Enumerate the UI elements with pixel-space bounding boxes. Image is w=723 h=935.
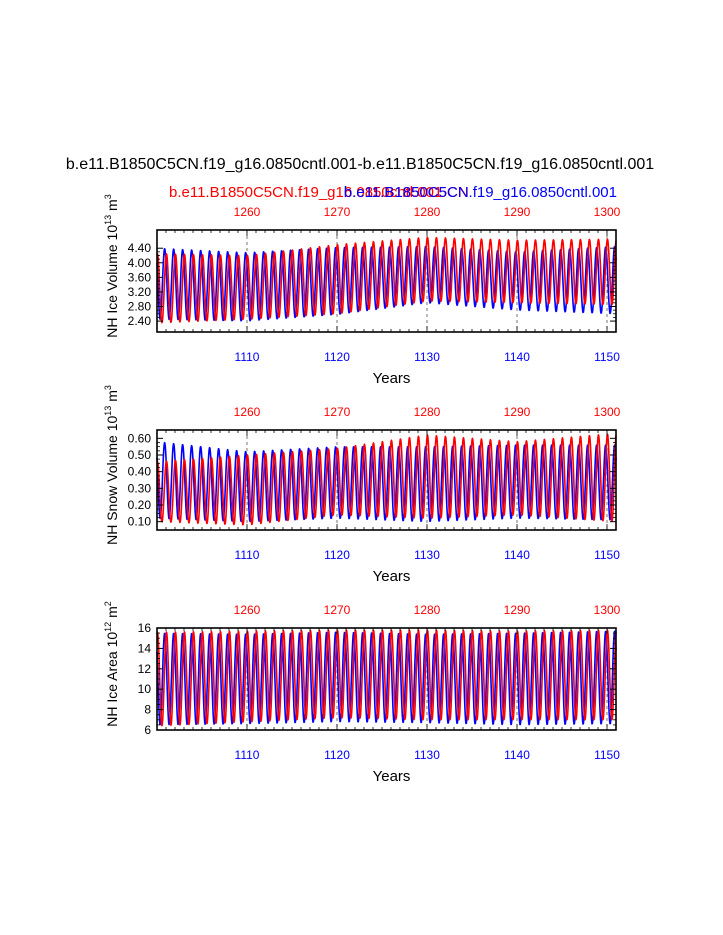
y-tick-label: 0.60 — [128, 431, 152, 445]
x-tick-label-bottom: 1110 — [235, 748, 260, 762]
chart-panels: 2.402.803.203.604.004.40 1110 1120 1130 1140… — [103, 194, 621, 785]
x-tick-label-top: 1270 — [324, 405, 351, 419]
y-label-unit-exponent: 2 — [103, 601, 113, 606]
y-label-unit: m — [104, 390, 120, 406]
y-label-exponent: 13 — [103, 406, 113, 416]
x-tick-label-top: 1260 — [234, 603, 261, 617]
x-tick-label-bottom: 1120 — [324, 748, 350, 762]
x-tick-label-bottom: 1150 — [594, 748, 620, 762]
x-tick-label-bottom: 1120 — [324, 350, 350, 364]
y-tick-label: 0.40 — [128, 465, 152, 479]
series-line-case1 — [156, 629, 617, 727]
y-tick-label: 3.60 — [128, 270, 152, 284]
x-tick-label-top: 1300 — [594, 205, 621, 219]
x-tick-label-top: 1290 — [504, 205, 531, 219]
x-tick-label-bottom: 1130 — [414, 548, 440, 562]
y-tick-label: 2.40 — [128, 314, 152, 328]
x-tick-label-bottom: 1150 — [594, 350, 620, 364]
series-line-case1 — [156, 236, 617, 324]
legend-case1-label: b.e11.B1850C5CN.f19_g16.0850cntl.001 — [169, 184, 442, 201]
y-tick-label: 4.00 — [128, 256, 152, 270]
x-tick-label-top: 1300 — [594, 603, 621, 617]
x-tick-label-top: 1260 — [234, 205, 261, 219]
y-label-unit: m — [104, 606, 120, 622]
main-title: b.e11.B1850C5CN.f19_g16.0850cntl.001-b.e… — [66, 156, 654, 173]
x-tick-label-top: 1280 — [414, 405, 441, 419]
y-tick-label: 0.20 — [128, 498, 152, 512]
y-tick-label: 6 — [144, 723, 151, 737]
x-tick-label-bottom: 1110 — [235, 548, 260, 562]
y-tick-label: 2.80 — [128, 300, 152, 314]
x-tick-label-bottom: 1130 — [414, 350, 440, 364]
x-axis-label: Years — [373, 768, 411, 785]
y-label-unit: m — [104, 199, 120, 215]
y-tick-label: 8 — [144, 703, 151, 717]
y-axis-label: NH Ice Volume 1013 m3 — [103, 194, 120, 337]
x-tick-label-top: 1270 — [324, 205, 351, 219]
y-label-exponent: 12 — [103, 622, 113, 632]
y-label-text: NH Snow Volume 10 — [104, 415, 120, 544]
x-axis-label: Years — [373, 568, 411, 585]
legend-overlap-label: b.e11.B1850C5CN — [344, 184, 469, 201]
y-tick-label: 4.40 — [128, 241, 152, 255]
x-axis-label: Years — [373, 370, 411, 387]
y-tick-label: 12 — [138, 662, 152, 676]
x-tick-label-top: 1260 — [234, 405, 261, 419]
y-tick-label: 3.20 — [128, 285, 152, 299]
x-tick-label-bottom: 1140 — [504, 748, 530, 762]
x-tick-label-bottom: 1120 — [324, 548, 350, 562]
x-tick-label-top: 1280 — [414, 603, 441, 617]
y-tick-label: 0.30 — [128, 481, 152, 495]
y-axis-label: NH Snow Volume 1013 m3 — [103, 385, 120, 545]
y-label-unit-exponent: 3 — [103, 194, 113, 199]
y-tick-label: 0.10 — [128, 515, 152, 529]
x-tick-label-bottom: 1140 — [504, 548, 530, 562]
chart-panel-nh-ice-volume: 2.402.803.203.604.004.40 1110 1120 1130 1140… — [103, 194, 621, 387]
x-tick-label-top: 1280 — [414, 205, 441, 219]
x-tick-label-top: 1290 — [504, 405, 531, 419]
y-tick-label: 14 — [138, 641, 152, 655]
y-label-text: NH Ice Area 10 — [104, 632, 120, 727]
chart-panel-nh-ice-area: 6 8 10 12 14 16 1110 1120 1130 1140 1150 1260 1270 12… — [103, 601, 621, 785]
x-tick-label-top: 1290 — [504, 603, 531, 617]
x-tick-label-top: 1300 — [594, 405, 621, 419]
x-tick-label-bottom: 1140 — [504, 350, 530, 364]
y-label-exponent: 13 — [103, 215, 113, 225]
y-tick-label: 0.50 — [128, 448, 152, 462]
x-tick-label-bottom: 1110 — [235, 350, 260, 364]
x-tick-label-bottom: 1150 — [594, 548, 620, 562]
y-label-text: NH Ice Volume 10 — [104, 225, 120, 338]
x-tick-label-bottom: 1130 — [414, 748, 440, 762]
y-tick-label: 16 — [138, 621, 152, 635]
x-tick-label-top: 1270 — [324, 603, 351, 617]
y-axis-label: NH Ice Area 1012 m2 — [103, 601, 120, 727]
legend-case2-label: b.e11.B1850C5CN.f19_g16.0850cntl.001 — [344, 184, 617, 201]
y-label-unit-exponent: 3 — [103, 385, 113, 390]
series-line-case1 — [156, 433, 617, 526]
y-tick-label: 10 — [138, 682, 152, 696]
chart-panel-nh-snow-volume: 0.10 0.20 0.30 0.40 0.50 0.60 1110 1120 1130 1140… — [103, 385, 621, 585]
